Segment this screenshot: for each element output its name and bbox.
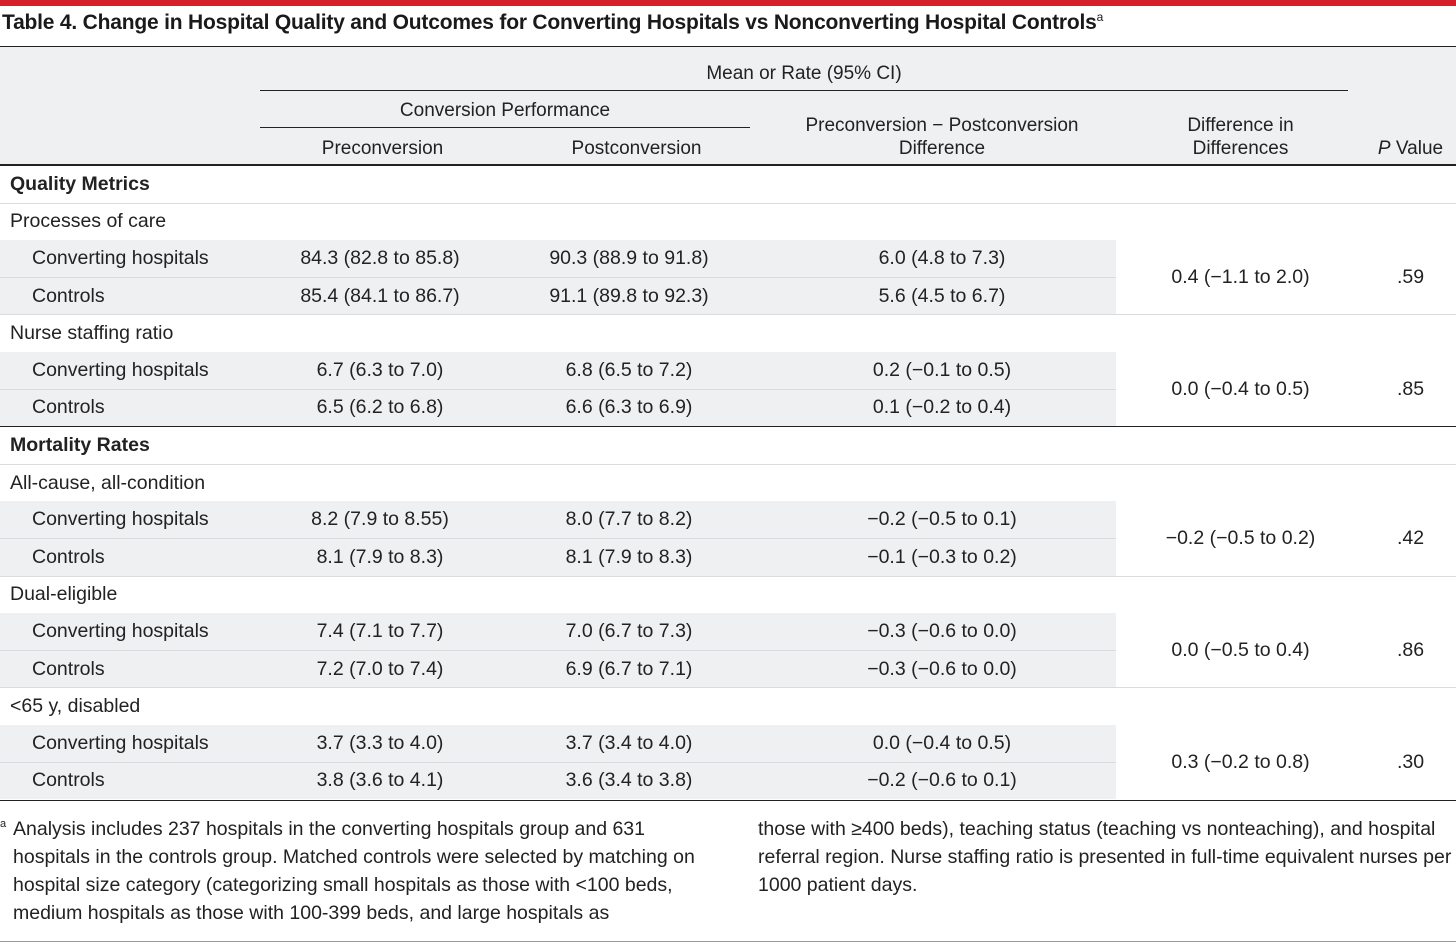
header-bottom-rule	[0, 164, 1456, 166]
top-accent-rule	[0, 0, 1456, 6]
cell-pre: 6.7 (6.3 to 7.0)	[260, 351, 505, 390]
group-row: Nurse staffing ratio	[0, 314, 1456, 352]
header-did-line2: Differences	[1192, 138, 1289, 159]
row-label: Controls	[0, 276, 260, 315]
row-label: Controls	[0, 388, 260, 427]
cell-post: 6.8 (6.5 to 7.2)	[505, 351, 768, 390]
row-label: Converting hospitals	[0, 724, 260, 762]
footnote-marker: a	[0, 818, 7, 830]
group-label: All-cause, all-condition	[0, 463, 1456, 502]
header-difference-line1: Preconversion − Postconversion	[805, 115, 1079, 136]
cell-pre: 8.2 (7.9 to 8.55)	[260, 501, 505, 539]
table-row: Converting hospitals 8.2 (7.9 to 8.55) 8…	[0, 501, 1456, 549]
cell-did: 0.0 (−0.5 to 0.4)	[1171, 638, 1310, 661]
cell-post: 3.6 (3.4 to 3.8)	[505, 761, 768, 800]
cell-pre: 7.2 (7.0 to 7.4)	[260, 649, 505, 688]
cell-pre: 8.1 (7.9 to 8.3)	[260, 537, 505, 577]
header-mean-rate: Mean or Rate (95% CI)	[706, 63, 902, 84]
group-row: Dual-eligible	[0, 575, 1456, 614]
table-bottom-rule	[0, 800, 1456, 801]
row-label: Controls	[0, 649, 260, 688]
header-difference-line2: Difference	[898, 138, 986, 159]
row-label: Converting hospitals	[0, 613, 260, 651]
row-label: Controls	[0, 761, 260, 800]
cell-diff: 0.2 (−0.1 to 0.5)	[768, 351, 1116, 390]
header-postconversion: Postconversion	[571, 138, 702, 159]
cell-diff: −0.2 (−0.5 to 0.1)	[768, 501, 1116, 539]
cell-p: .86	[1396, 638, 1425, 661]
group-label: Dual-eligible	[0, 575, 1456, 614]
table-row: Converting hospitals 84.3 (82.8 to 85.8)…	[0, 240, 1456, 288]
cell-did: 0.4 (−1.1 to 2.0)	[1171, 265, 1310, 288]
cell-diff: −0.1 (−0.3 to 0.2)	[768, 537, 1116, 577]
table-row: Controls 6.5 (6.2 to 6.8) 6.6 (6.3 to 6.…	[0, 388, 1456, 427]
cell-diff: 5.6 (4.5 to 6.7)	[768, 276, 1116, 315]
table-row: Converting hospitals 7.4 (7.1 to 7.7) 7.…	[0, 613, 1456, 661]
section-row: Mortality Rates	[0, 426, 1456, 465]
cell-diff: −0.3 (−0.6 to 0.0)	[768, 649, 1116, 688]
cell-did: 0.0 (−0.4 to 0.5)	[1171, 377, 1310, 400]
title-footnote-marker: a	[1096, 10, 1104, 24]
section-label: Mortality Rates	[0, 426, 1456, 465]
cell-post: 3.7 (3.4 to 4.0)	[505, 724, 768, 762]
cell-post: 6.6 (6.3 to 6.9)	[505, 388, 768, 427]
cell-post: 91.1 (89.8 to 92.3)	[505, 276, 768, 315]
header-preconversion: Preconversion	[321, 138, 444, 159]
table-row: Controls 8.1 (7.9 to 8.3) 8.1 (7.9 to 8.…	[0, 537, 1456, 577]
header-did-line1: Difference in	[1187, 115, 1294, 136]
cell-post: 7.0 (6.7 to 7.3)	[505, 613, 768, 651]
cell-did: −0.2 (−0.5 to 0.2)	[1165, 526, 1316, 549]
cell-diff: 0.1 (−0.2 to 0.4)	[768, 388, 1116, 427]
footnote-col1: a Analysis includes 237 hospitals in the …	[0, 815, 703, 927]
table-row: Controls 3.8 (3.6 to 4.1) 3.6 (3.4 to 3.…	[0, 761, 1456, 800]
table-row: Controls 7.2 (7.0 to 7.4) 6.9 (6.7 to 7.…	[0, 649, 1456, 688]
footnote-col2: those with ≥400 beds), teaching status (…	[758, 818, 1452, 896]
data-table: Quality Metrics Processes of care Conver…	[0, 166, 1456, 800]
cell-post: 6.9 (6.7 to 7.1)	[505, 649, 768, 688]
group-label: <65 y, disabled	[0, 687, 1456, 725]
table-row: Controls 85.4 (84.1 to 86.7) 91.1 (89.8 …	[0, 276, 1456, 315]
header-span-rule	[260, 90, 1348, 91]
section-label: Quality Metrics	[10, 172, 150, 195]
header-p-value: P Value	[1377, 138, 1444, 159]
page-end-rule	[0, 941, 1456, 942]
cell-pre: 84.3 (82.8 to 85.8)	[260, 240, 505, 278]
cell-p: .42	[1396, 526, 1425, 549]
cell-pre: 7.4 (7.1 to 7.7)	[260, 613, 505, 651]
header-did: Difference in Differences	[1116, 114, 1365, 160]
cell-did: 0.3 (−0.2 to 0.8)	[1171, 750, 1310, 773]
title-rule	[0, 46, 1456, 47]
cell-p: .59	[1396, 265, 1425, 288]
table-row: Converting hospitals 3.7 (3.3 to 4.0) 3.…	[0, 724, 1456, 773]
cell-pre: 3.7 (3.3 to 4.0)	[260, 724, 505, 762]
table-header	[0, 47, 1456, 165]
cell-post: 90.3 (88.9 to 91.8)	[505, 240, 768, 278]
cell-diff: −0.3 (−0.6 to 0.0)	[768, 613, 1116, 651]
header-difference: Preconversion − Postconversion Differenc…	[768, 114, 1116, 160]
cell-post: 8.0 (7.7 to 8.2)	[505, 501, 768, 539]
group-row: Processes of care	[0, 202, 1456, 241]
cell-diff: 0.0 (−0.4 to 0.5)	[768, 724, 1116, 762]
row-label: Converting hospitals	[0, 501, 260, 539]
cell-diff: −0.2 (−0.6 to 0.1)	[768, 761, 1116, 800]
header-subspan-rule	[260, 127, 750, 128]
group-row: <65 y, disabled	[0, 687, 1456, 725]
cell-p: .30	[1396, 750, 1425, 773]
cell-post: 8.1 (7.9 to 8.3)	[505, 537, 768, 577]
cell-pre: 3.8 (3.6 to 4.1)	[260, 761, 505, 800]
group-row: All-cause, all-condition	[0, 463, 1456, 502]
cell-pre: 6.5 (6.2 to 6.8)	[260, 388, 505, 427]
row-label: Controls	[0, 537, 260, 577]
section-row: Quality Metrics	[0, 166, 1456, 203]
row-label: Converting hospitals	[0, 351, 260, 390]
table-row: Converting hospitals 6.7 (6.3 to 7.0) 6.…	[0, 351, 1456, 400]
group-label: Nurse staffing ratio	[0, 314, 1456, 352]
cell-pre: 85.4 (84.1 to 86.7)	[260, 276, 505, 315]
header-conversion-performance: Conversion Performance	[399, 100, 611, 121]
group-label: Processes of care	[0, 202, 1456, 241]
cell-diff: 6.0 (4.8 to 7.3)	[768, 240, 1116, 278]
row-label: Converting hospitals	[0, 240, 260, 278]
cell-p: .85	[1396, 377, 1425, 400]
table-title: Table 4. Change in Hospital Quality and …	[2, 10, 1104, 34]
